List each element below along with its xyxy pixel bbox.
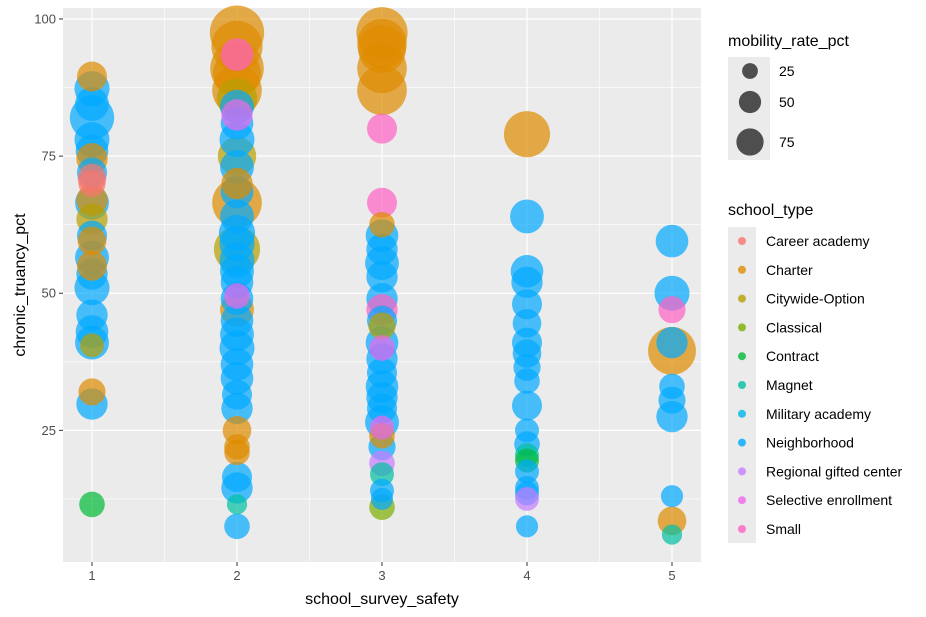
color-legend-key [738, 352, 746, 361]
data-point [655, 224, 689, 258]
color-legend-label: Charter [766, 262, 813, 278]
color-legend-key [738, 237, 746, 245]
data-point [515, 459, 539, 484]
x-tick-label: 4 [523, 568, 530, 583]
data-point [80, 333, 104, 358]
color-legend-key [738, 265, 746, 274]
color-legend-label: Small [766, 521, 801, 537]
x-tick-label: 3 [378, 568, 385, 583]
data-point [221, 99, 253, 131]
data-point [366, 357, 398, 388]
y-axis-title: chronic_truancy_pct [12, 213, 29, 357]
y-tick-label: 75 [42, 149, 56, 164]
data-point [510, 199, 544, 234]
data-point [78, 378, 106, 406]
data-point [366, 113, 398, 144]
color-legend-title: school_type [728, 202, 813, 219]
size-legend-label: 50 [779, 94, 795, 110]
size-legend-title: mobility_rate_pct [728, 33, 850, 50]
data-point [224, 439, 250, 466]
color-legend-label: Neighborhood [766, 435, 854, 451]
data-point [370, 462, 394, 487]
data-point [515, 486, 539, 511]
data-point [370, 415, 394, 440]
data-point [358, 25, 406, 74]
color-legend: school_type Career academy Charter Citywid… [728, 202, 903, 543]
data-point [658, 296, 686, 324]
data-point [659, 373, 685, 400]
size-legend-key [742, 63, 758, 79]
color-legend-key [738, 323, 746, 332]
color-legend-label: Career academy [766, 233, 870, 249]
data-point [220, 304, 254, 337]
data-point [514, 368, 540, 394]
size-legend-key [738, 90, 762, 114]
data-point [368, 312, 396, 340]
data-point [366, 233, 398, 266]
color-legend-key [738, 409, 746, 418]
data-point [220, 199, 254, 234]
data-point [369, 335, 395, 361]
data-point [226, 494, 248, 515]
color-legend-key [738, 294, 746, 303]
data-point [224, 513, 250, 540]
color-legend-label: Citywide-Option [766, 291, 865, 307]
color-legend-key [738, 381, 746, 389]
data-point [78, 169, 106, 198]
data-point [366, 187, 398, 218]
data-point [76, 250, 108, 281]
size-legend: mobility_rate_pct 25 50 75 [728, 33, 850, 160]
data-point [656, 326, 688, 359]
data-points [69, 5, 696, 545]
data-point [220, 38, 254, 71]
data-point [661, 524, 683, 545]
color-legend-key [738, 438, 746, 447]
y-tick-label: 25 [42, 423, 56, 438]
data-point [221, 167, 253, 200]
data-point [503, 111, 551, 158]
x-axis-ticks: 1 2 3 4 5 [88, 562, 676, 583]
data-point [515, 515, 539, 538]
data-point [224, 283, 250, 309]
x-tick-label: 1 [88, 568, 95, 583]
data-point [660, 485, 684, 508]
color-legend-label: Contract [766, 348, 819, 364]
data-point [79, 491, 105, 518]
data-point [370, 487, 394, 511]
color-legend-label: Military academy [766, 406, 871, 422]
y-tick-label: 50 [42, 286, 56, 301]
size-legend-label: 75 [779, 134, 795, 150]
x-axis-title: school_survey_safety [305, 591, 459, 608]
data-point [511, 266, 543, 298]
color-legend-label: Regional gifted center [766, 463, 903, 479]
data-point [357, 65, 407, 116]
x-tick-label: 2 [233, 568, 240, 583]
data-point [76, 61, 108, 92]
color-legend-key [738, 467, 746, 476]
size-legend-label: 25 [779, 63, 795, 79]
data-point [221, 461, 253, 492]
color-legend-label: Magnet [766, 377, 813, 393]
data-point [77, 226, 107, 256]
data-point [221, 379, 253, 410]
data-point [369, 211, 395, 238]
data-point [75, 87, 109, 121]
data-point [76, 299, 108, 331]
y-tick-label: 100 [34, 11, 56, 26]
data-point [515, 418, 539, 443]
data-point [366, 393, 398, 424]
data-point [512, 309, 542, 338]
data-point [366, 261, 398, 293]
color-legend-label: Selective enrollment [766, 492, 892, 508]
y-axis-ticks: 25 50 75 100 [34, 11, 63, 438]
color-legend-label: Classical [766, 319, 822, 335]
color-legend-key [738, 496, 746, 505]
x-tick-label: 5 [668, 568, 675, 583]
size-legend-key [736, 128, 764, 156]
data-point [511, 390, 543, 421]
color-legend-key [738, 525, 746, 533]
